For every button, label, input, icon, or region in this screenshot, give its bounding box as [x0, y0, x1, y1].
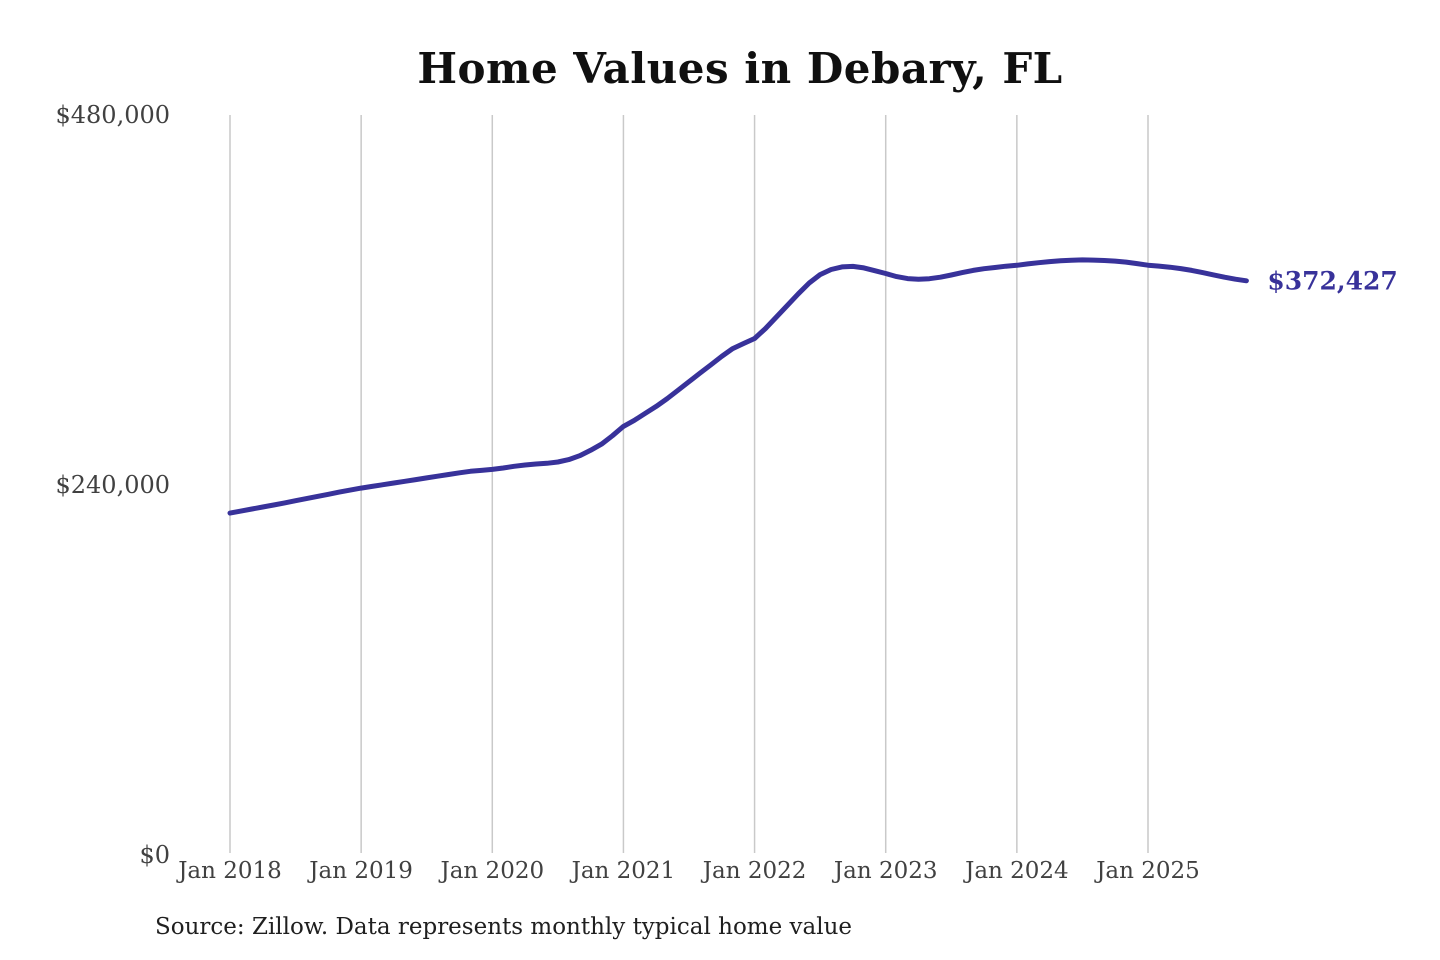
x-axis-tick-label-2018: Jan 2018 — [178, 858, 282, 884]
y-axis-tick-label-240k: $240,000 — [55, 471, 170, 499]
current-value-label: $372,427 — [1267, 266, 1398, 296]
y-axis-tick-label-480k: $480,000 — [55, 101, 170, 129]
x-axis-tick-label-2021: Jan 2021 — [571, 858, 676, 884]
y-axis-tick-label-0: $0 — [139, 841, 170, 869]
x-axis-tick-label-2024: Jan 2024 — [965, 858, 1069, 884]
home-value-line — [227, 257, 1249, 516]
x-axis-tick-label-2020: Jan 2020 — [440, 858, 545, 884]
year-gridlines — [229, 115, 1149, 853]
x-axis-tick-label-2025: Jan 2025 — [1096, 858, 1200, 884]
source-note: Source: Zillow. Data represents monthly … — [155, 914, 853, 940]
chart-title: Home Values in Debary, FL — [417, 44, 1063, 93]
x-axis-tick-label-2022: Jan 2022 — [702, 858, 807, 884]
x-axis-tick-label-2019: Jan 2019 — [309, 858, 413, 884]
x-axis-tick-label-2023: Jan 2023 — [833, 858, 938, 884]
